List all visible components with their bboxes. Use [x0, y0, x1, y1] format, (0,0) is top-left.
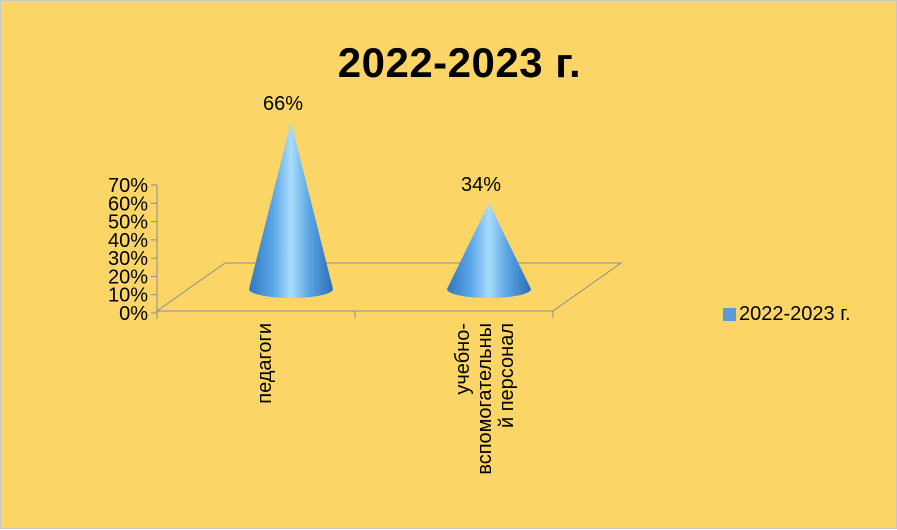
y-tick-label: 60%	[108, 193, 148, 215]
chart-title: 2022-2023 г.	[337, 39, 582, 86]
category-axis: педагоги учебно-вспомогательны й персонал	[254, 323, 518, 475]
category-label-pedagogi: педагоги	[254, 323, 276, 404]
value-axis: 0%10%20%30%40%50%60%70%	[108, 175, 554, 325]
category-label-line: учебно-	[452, 323, 474, 395]
data-labels: 66% 34%	[263, 93, 501, 196]
floor-plane	[155, 262, 623, 312]
y-tick-label: 0%	[119, 303, 148, 325]
category-label-line: вспомогательны	[474, 323, 496, 475]
y-tick-label: 70%	[108, 175, 148, 197]
y-tick-label: 10%	[108, 285, 148, 307]
y-tick-label: 40%	[108, 230, 148, 252]
y-tick-label: 20%	[108, 266, 148, 288]
data-label: 66%	[263, 93, 303, 115]
category-label-line: й персонал	[496, 323, 518, 428]
category-label-line: педагоги	[254, 323, 276, 404]
legend: 2022-2023 г.	[723, 303, 851, 326]
cone-support-staff	[447, 203, 531, 298]
series-marks	[249, 122, 531, 298]
legend-swatch	[723, 308, 736, 321]
category-label-support-staff: учебно-вспомогательны й персонал	[452, 323, 518, 475]
cone-pedagogi	[249, 122, 333, 298]
legend-label: 2022-2023 г.	[739, 303, 851, 325]
y-tick-label: 50%	[108, 212, 148, 234]
y-tick-label: 30%	[108, 248, 148, 270]
data-label: 34%	[461, 174, 501, 196]
floor-outline	[155, 262, 623, 312]
